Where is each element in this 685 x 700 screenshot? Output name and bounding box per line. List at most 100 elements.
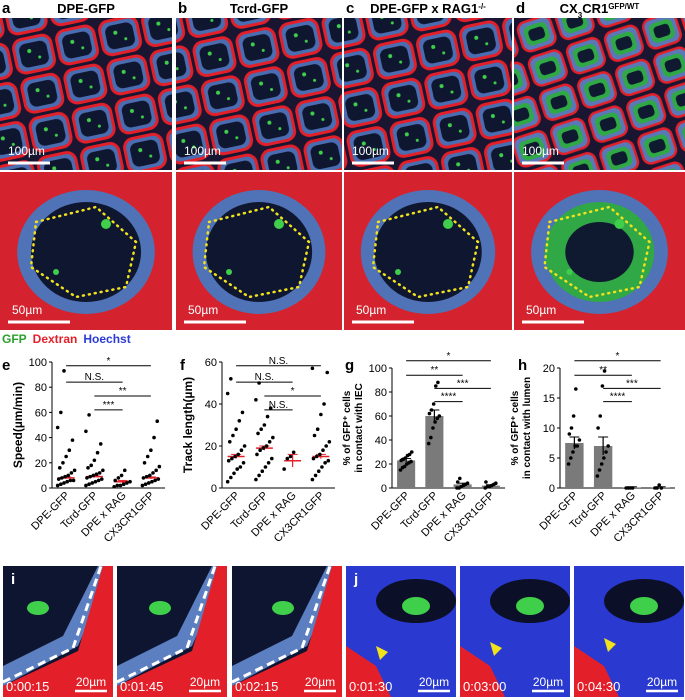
data-point [407, 452, 412, 457]
data-point [55, 425, 60, 430]
gfp-cell [272, 601, 294, 615]
scale-label: 20µm [76, 675, 106, 689]
data-point [606, 444, 610, 448]
scale-label: 100µm [352, 144, 389, 158]
data-point [288, 454, 293, 459]
data-point [322, 402, 326, 406]
arrowhead [490, 642, 502, 656]
boundary [116, 565, 217, 684]
data-point [233, 454, 237, 459]
data-point [232, 471, 236, 476]
panel-title: DPE-GFP [57, 1, 115, 16]
data-point [433, 420, 437, 424]
data-point [291, 450, 296, 455]
x-tick-label: CX3CR1GFP [442, 490, 497, 545]
gfp-cell [614, 219, 625, 229]
data-point [630, 486, 635, 490]
data-point [254, 398, 258, 402]
data-point [225, 391, 230, 396]
bar [565, 443, 584, 488]
outline [202, 205, 311, 299]
data-point [93, 479, 98, 484]
data-point [62, 369, 66, 373]
data-point [437, 414, 442, 418]
cell-core [30, 202, 142, 302]
gfp-cell [395, 269, 401, 275]
data-point [257, 473, 261, 478]
data-point [324, 444, 328, 448]
dextran [460, 646, 505, 697]
data-point [122, 468, 127, 473]
data-point [596, 426, 600, 430]
data-point [271, 435, 275, 440]
x-tick-label: CX3CR1GFP [272, 490, 327, 545]
data-point [237, 419, 242, 423]
data-point [242, 444, 247, 448]
data-point [403, 456, 408, 460]
data-point [494, 481, 498, 486]
panel-letter: h [518, 357, 527, 374]
data-point [567, 432, 572, 436]
significance-label: ** [430, 365, 438, 376]
data-point [88, 474, 92, 479]
cell-core [205, 202, 313, 302]
timestamp: 0:01:30 [349, 679, 392, 694]
title-part: GFP/WT [608, 2, 639, 11]
data-point [144, 474, 149, 479]
legend-entry: Hoechst [83, 332, 130, 346]
data-point [56, 477, 61, 481]
data-point [569, 426, 574, 430]
data-point [325, 370, 330, 375]
data-point [409, 459, 413, 464]
scale-label: 20µm [419, 675, 449, 689]
scale-label: 20µm [647, 675, 677, 689]
data-point [575, 444, 580, 448]
gfp-cell [149, 601, 171, 615]
dextran [574, 646, 619, 697]
data-point [458, 476, 462, 481]
data-point [63, 474, 67, 479]
data-point [128, 479, 132, 484]
y-tick-label: 80 [375, 387, 387, 399]
data-point [116, 476, 121, 480]
overview-image [514, 18, 685, 170]
significance-label: **** [610, 392, 626, 403]
overview-image [0, 18, 172, 170]
dextran [117, 566, 227, 697]
data-point [101, 468, 105, 473]
data-point [118, 483, 123, 488]
data-point [119, 473, 124, 478]
data-point [258, 448, 262, 453]
data-point [321, 448, 325, 453]
arrowhead [376, 646, 388, 660]
scale-label: 100µm [522, 144, 559, 158]
data-point [226, 458, 231, 463]
title-part: 3 [578, 11, 583, 20]
significance-label: ** [599, 365, 607, 376]
data-point [429, 435, 433, 440]
data-point [92, 458, 97, 463]
data-point [655, 486, 659, 490]
y-tick-label: 40 [375, 435, 387, 447]
data-point [60, 476, 64, 480]
y-tick-label: 20 [543, 363, 555, 375]
data-point [597, 468, 602, 472]
boundary [2, 565, 103, 684]
data-point [455, 480, 460, 484]
panel-letter: i [11, 571, 15, 588]
data-point [85, 476, 89, 480]
title-part: CR1 [582, 1, 608, 16]
y-axis-label: Track length(µm) [181, 377, 195, 473]
y-tick-label: 60 [375, 411, 387, 423]
data-point [64, 454, 68, 459]
scale-label: 50µm [188, 303, 218, 317]
data-point [143, 482, 148, 487]
data-point [260, 469, 265, 474]
scale-label: 100µm [8, 144, 45, 158]
data-point [87, 413, 91, 417]
data-point [255, 452, 259, 457]
data-point [67, 448, 72, 453]
data-point [310, 477, 315, 482]
title-part: Tcrd-GFP [230, 1, 289, 16]
significance-label: **** [441, 392, 457, 403]
